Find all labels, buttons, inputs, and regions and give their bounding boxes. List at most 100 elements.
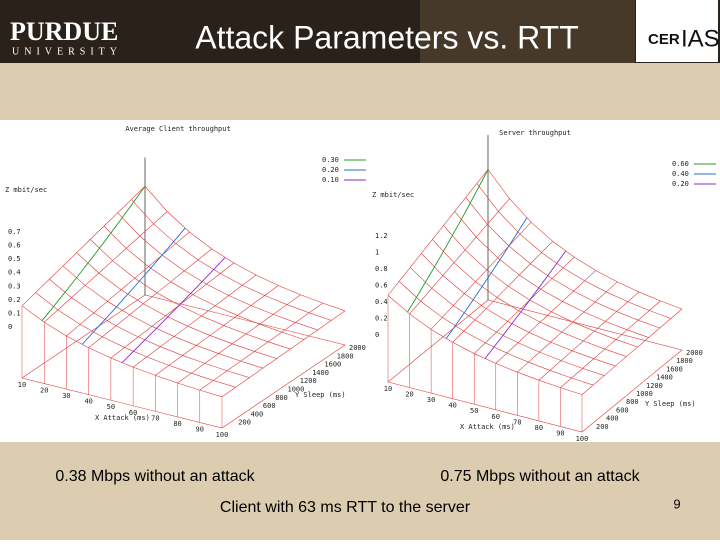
x-tick-label: 90	[556, 429, 564, 437]
surface-line	[66, 231, 190, 337]
legend-label: 0.10	[322, 176, 339, 184]
logo-cer: CER	[648, 31, 680, 48]
x-tick-label: 100	[216, 431, 229, 439]
contour-line	[81, 227, 186, 345]
x-tick-label: 70	[513, 418, 521, 426]
surface-line	[560, 300, 661, 388]
legend-label: 0.60	[672, 160, 689, 168]
surface-line	[110, 262, 235, 359]
page-number: 9	[673, 496, 680, 511]
x-tick-label: 60	[492, 413, 500, 421]
contour-line	[121, 257, 226, 364]
z-tick-label: 0.1	[8, 309, 21, 317]
surface-line	[117, 212, 318, 331]
plots: Average Client throughput Z mbit/sec X Att…	[5, 125, 716, 443]
z-tick-label: 0	[8, 323, 12, 331]
x-tick-label: 60	[129, 409, 137, 417]
contour-line	[484, 250, 566, 359]
x-tick-label: 30	[427, 396, 435, 404]
surface-line	[581, 308, 683, 395]
y-tick-label: 1600	[666, 365, 683, 373]
surface-line	[199, 302, 323, 391]
z-tick-label: 0.2	[375, 315, 388, 323]
surface-line	[62, 265, 264, 369]
caption-right: 0.75 Mbps without an attack	[440, 468, 640, 485]
surface-line	[44, 211, 168, 323]
x-tick-label: 50	[470, 407, 478, 415]
surface-line	[387, 169, 489, 296]
legend-label: 0.20	[672, 180, 689, 188]
y-tick-label: 600	[263, 402, 276, 410]
x-tick-label: 30	[62, 392, 70, 400]
y-tick-label: 800	[275, 394, 288, 402]
surface-line	[487, 169, 683, 310]
surface-line	[421, 253, 616, 367]
surface-line	[410, 267, 605, 376]
plot-area	[0, 120, 720, 442]
z-tick-label: 0.2	[8, 296, 21, 304]
y-tick-label: 400	[251, 410, 264, 418]
x-tick-label: 70	[151, 414, 159, 422]
surface-line	[90, 239, 291, 350]
surface-line	[538, 291, 640, 381]
y-tick-label: 2000	[349, 344, 366, 352]
y-tick-label: 1200	[300, 377, 317, 385]
x-tick-label: 40	[84, 398, 92, 406]
surface-line	[103, 225, 305, 340]
surface-line	[144, 186, 346, 312]
z-tick-label: 0.3	[8, 282, 21, 290]
x-tick-label: 20	[40, 387, 48, 395]
plot-title: Server throughput	[499, 129, 571, 137]
surface-line	[177, 294, 301, 384]
y-tick-label: 1000	[636, 390, 653, 398]
surface-line	[465, 197, 660, 329]
contour-line	[41, 185, 146, 321]
header-photo	[420, 0, 635, 63]
z-axis-label: Z mbit/sec	[5, 186, 47, 194]
z-tick-label: 0.4	[375, 298, 388, 306]
x-tick-label: 80	[173, 420, 181, 428]
logo-university: UNIVERSITY	[12, 46, 122, 57]
x-tick-label: 90	[196, 425, 204, 433]
surface-line	[49, 279, 250, 379]
x-axis-label: X Attack (ms)	[95, 414, 150, 422]
x-axis-label: X Attack (ms)	[460, 423, 515, 431]
surface-line	[517, 281, 618, 373]
y-tick-label: 400	[606, 415, 619, 423]
surface-line	[474, 256, 575, 354]
z-tick-label: 0.6	[8, 242, 21, 250]
contour-line	[445, 217, 528, 339]
surface-line	[132, 274, 257, 368]
surface-line	[88, 248, 212, 348]
y-axis-label: Y Sleep (ms)	[645, 400, 696, 408]
z-tick-label: 0.4	[8, 269, 21, 277]
y-tick-label: 600	[616, 406, 629, 414]
y-tick-label: 1600	[324, 361, 341, 369]
surface-line	[221, 310, 346, 398]
z-tick-label: 1.2	[375, 232, 388, 240]
y-tick-label: 1400	[656, 374, 673, 382]
surface-line	[76, 252, 277, 359]
y-tick-label: 200	[596, 423, 609, 431]
z-tick-label: 0.7	[8, 228, 21, 236]
y-axis-label: Y Sleep (ms)	[295, 391, 346, 399]
z-axis-label: Z mbit/sec	[372, 191, 414, 199]
y-tick-label: 200	[238, 419, 251, 427]
logo-ias: IAS	[681, 25, 720, 52]
surface-line	[495, 270, 596, 364]
surface-line	[409, 198, 510, 315]
plot-title: Average Client throughput	[125, 125, 230, 133]
x-tick-label: 20	[405, 391, 413, 399]
x-tick-label: 100	[576, 435, 589, 443]
surface-line	[21, 186, 146, 307]
slide-title: Attack Parameters vs. RTT	[195, 19, 579, 55]
y-tick-label: 1800	[337, 352, 354, 360]
caption-bottom: Client with 63 ms RTT to the server	[220, 499, 471, 516]
x-tick-label: 10	[384, 385, 392, 393]
y-tick-label: 1200	[646, 382, 663, 390]
surface-line	[131, 199, 332, 321]
surface-line	[430, 221, 532, 330]
y-tick-label: 1800	[676, 357, 693, 365]
caption-left: 0.38 Mbps without an attack	[55, 468, 255, 485]
